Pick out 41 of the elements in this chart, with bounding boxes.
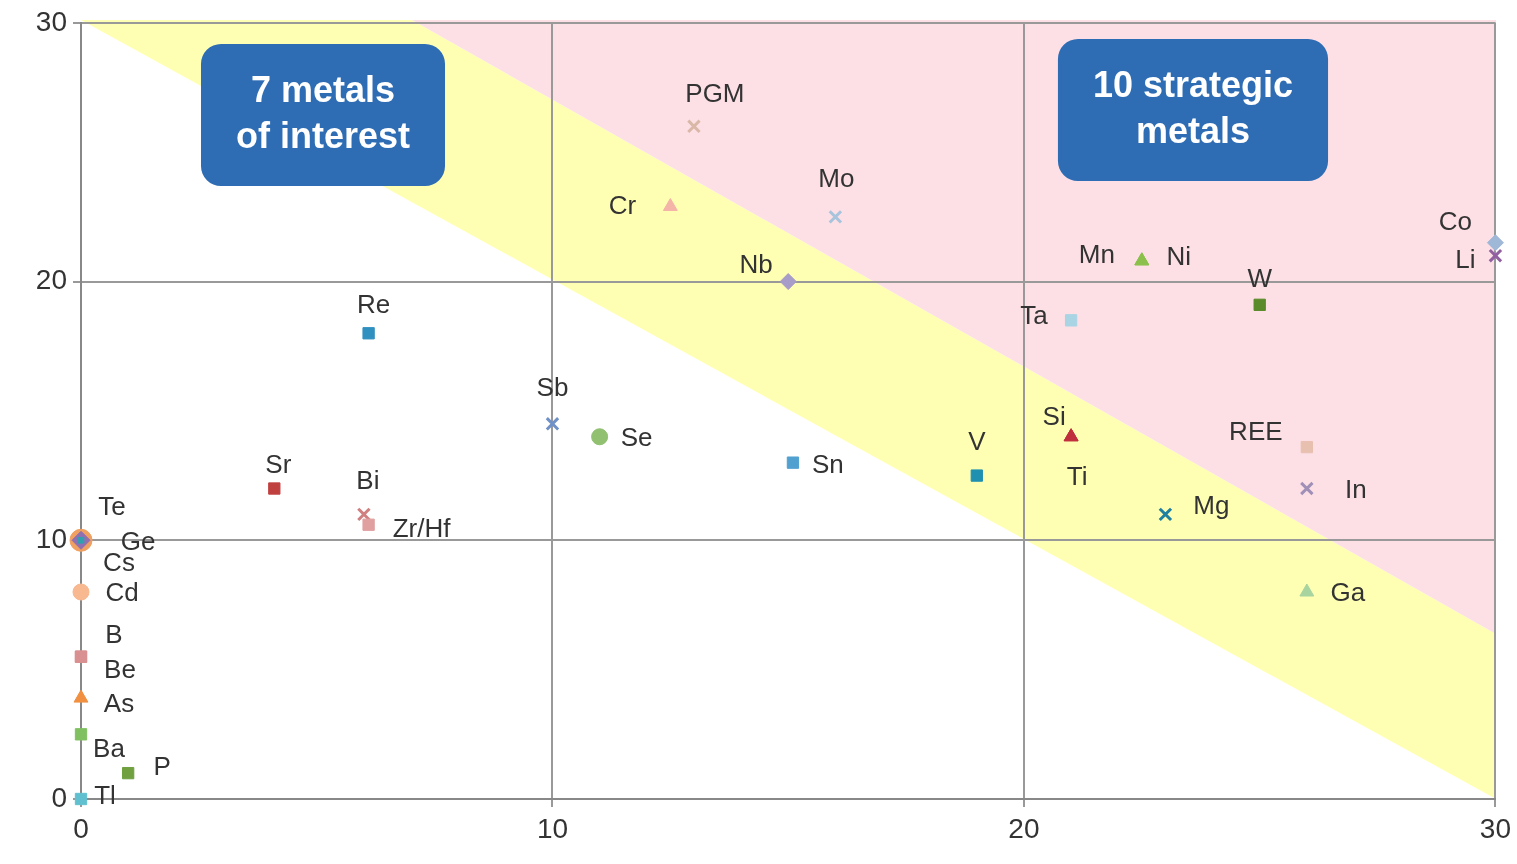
series-label: Zr/Hf [392,512,452,543]
series-label: B [105,618,123,649]
series-label: P [153,751,171,782]
series-label: Bi [356,464,380,495]
x-tick-label: 20 [1008,812,1040,844]
series-label: PGM [685,78,745,109]
series-label: REE [1229,416,1283,447]
y-tick-label: 0 [51,781,67,813]
series-label: Cd [105,577,139,608]
series-label: Be [104,653,136,684]
x-tick-label: 0 [73,812,89,844]
series-label: Co [1438,205,1473,236]
annotation: 10 strategic metals [1092,63,1294,151]
series-label: Li [1455,243,1476,274]
series-label: In [1344,473,1367,504]
y-tick-label: 20 [35,264,67,296]
series-label: Si [1042,400,1066,431]
series-label: As [103,688,135,719]
series-label: Sb [536,372,569,403]
annotation: 7 metals of interest [235,68,411,156]
y-tick-label: 30 [35,5,67,37]
series-label: Mn [1078,239,1115,270]
x-tick-label: 30 [1479,812,1512,844]
series-label: Ni [1166,241,1192,272]
series-label: Te [98,491,126,522]
series-label: Mo [818,163,855,194]
x-tick-label: 10 [536,812,569,844]
series-label: Sn [812,448,844,479]
y-tick-label: 10 [35,522,67,554]
series-label: Ba [93,733,126,764]
series-label: Mg [1193,489,1230,520]
series-label: Ta [1020,299,1049,330]
series-label: Ti [1066,460,1088,491]
series-label: Se [620,421,653,452]
series-label: Re [356,289,391,320]
series-label: W [1247,262,1273,293]
series-label: Ga [1330,577,1366,608]
series-label: Nb [739,248,773,279]
series-label: V [968,425,987,456]
series-label: Sr [265,448,292,479]
series-label: Cr [608,189,637,220]
